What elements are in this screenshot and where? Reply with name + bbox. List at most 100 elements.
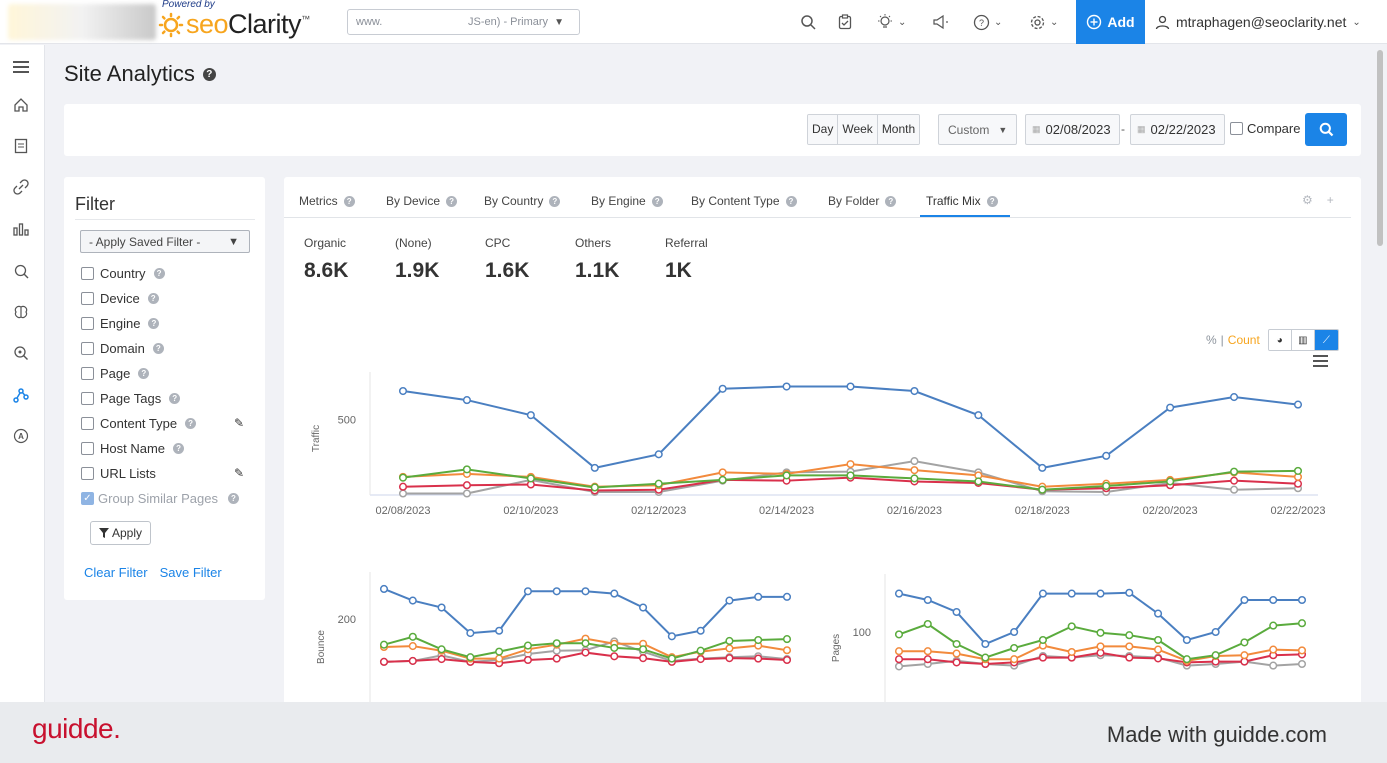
clear-filter-link[interactable]: Clear Filter	[84, 565, 148, 580]
data-point-organic	[437, 603, 446, 612]
filter-item-url-lists[interactable]: URL Lists	[81, 466, 156, 481]
checkbox[interactable]	[81, 267, 94, 280]
tab-metrics[interactable]: Metrics?	[299, 194, 355, 208]
tab-by-content-type[interactable]: By Content Type?	[691, 194, 797, 208]
data-point-cpc	[610, 643, 619, 652]
granularity-month[interactable]: Month	[877, 115, 920, 144]
help-icon[interactable]: ?	[785, 195, 797, 207]
filter-item-device[interactable]: Device?	[81, 291, 159, 306]
help-icon[interactable]: ?	[651, 195, 663, 207]
range-type-select[interactable]: Custom ▼	[938, 114, 1017, 145]
compare-checkbox[interactable]	[1230, 122, 1243, 135]
seoclarity-logo[interactable]: seo Clarity ™	[158, 9, 310, 40]
analytics-nodes-icon[interactable]	[10, 384, 32, 406]
help-icon[interactable]: ? ⌄	[973, 10, 1002, 34]
checkbox[interactable]	[81, 292, 94, 305]
tab-by-folder[interactable]: By Folder?	[828, 194, 897, 208]
search-button[interactable]	[1305, 113, 1347, 146]
filter-item-host-name[interactable]: Host Name?	[81, 441, 185, 456]
save-filter-link[interactable]: Save Filter	[159, 565, 222, 580]
edit-pencil-icon[interactable]: ✎	[234, 416, 245, 430]
edit-pencil-icon[interactable]: ✎	[234, 466, 245, 480]
data-point-none	[1269, 645, 1278, 654]
clipboard-icon[interactable]	[837, 10, 853, 34]
metric-value: 1.9K	[395, 259, 440, 282]
granularity-week[interactable]: Week	[838, 115, 878, 144]
filter-item-content-type[interactable]: Content Type?	[81, 416, 197, 431]
help-icon[interactable]: ?	[549, 195, 561, 207]
help-icon[interactable]: ?	[446, 195, 458, 207]
gear-icon[interactable]: ⌄	[1029, 10, 1058, 34]
help-icon[interactable]: ?	[173, 443, 185, 454]
granularity-day[interactable]: Day	[808, 115, 839, 144]
checkbox[interactable]	[81, 317, 94, 330]
page-scrollbar[interactable]	[1377, 50, 1383, 246]
tab-by-country[interactable]: By Country?	[484, 194, 561, 208]
compare-toggle[interactable]: Compare	[1230, 121, 1300, 136]
domain-selector[interactable]: www. JS-en) - Primary ▼	[347, 9, 580, 35]
bar-chart-icon[interactable]: ▥	[1291, 330, 1315, 350]
ai-badge-icon[interactable]: A	[10, 425, 32, 447]
percent-toggle[interactable]: %	[1206, 333, 1217, 347]
help-icon[interactable]: ?	[343, 195, 355, 207]
filter-item-page-tags[interactable]: Page Tags?	[81, 391, 181, 406]
data-point-organic	[1297, 595, 1307, 605]
search-settings-icon[interactable]	[10, 342, 32, 364]
document-icon[interactable]	[10, 135, 32, 157]
start-date-input[interactable]: ▦ 02/08/2023	[1025, 114, 1120, 145]
tab-traffic-mix[interactable]: Traffic Mix?	[926, 194, 998, 208]
help-icon[interactable]: ?	[153, 268, 165, 279]
help-icon[interactable]: ?	[152, 343, 164, 354]
add-button[interactable]: Add	[1076, 0, 1145, 44]
saved-filter-select[interactable]: - Apply Saved Filter - ▼	[80, 230, 250, 253]
help-icon[interactable]: ?	[169, 393, 181, 404]
help-icon[interactable]: ?	[202, 67, 216, 81]
link-icon[interactable]	[10, 176, 32, 198]
data-point-organic	[408, 596, 417, 605]
checkbox[interactable]	[81, 392, 94, 405]
search-icon[interactable]	[800, 10, 816, 34]
apply-filter-button[interactable]: Apply	[90, 521, 151, 545]
gear-icon[interactable]: ⚙	[1302, 193, 1313, 207]
plus-icon[interactable]: +	[1326, 193, 1334, 207]
filter-item-page[interactable]: Page?	[81, 366, 150, 381]
home-icon[interactable]	[10, 94, 32, 116]
data-point-organic	[981, 639, 990, 649]
data-point-cpc	[725, 636, 734, 646]
help-icon[interactable]: ?	[138, 368, 150, 379]
search-icon[interactable]	[10, 260, 32, 282]
tab-by-device[interactable]: By Device?	[386, 194, 458, 208]
compare-label: Compare	[1247, 121, 1301, 136]
data-point-organic	[552, 587, 561, 596]
help-icon[interactable]: ?	[147, 293, 159, 304]
lightbulb-icon[interactable]: ⌄	[876, 10, 906, 34]
checkbox[interactable]	[81, 417, 94, 430]
brain-icon[interactable]	[10, 301, 32, 323]
checkbox[interactable]	[81, 467, 94, 480]
filter-links: Clear Filter Save Filter	[84, 565, 222, 580]
megaphone-icon[interactable]	[932, 10, 950, 34]
traffic-line-chart: 500 Traffic 02/08/2023 02/10/2023 02/12/2023…	[311, 372, 1326, 517]
data-point-organic	[1211, 627, 1220, 637]
checkbox[interactable]	[81, 442, 94, 455]
data-point-none	[1010, 655, 1019, 664]
menu-icon[interactable]	[10, 56, 32, 78]
checkbox[interactable]	[81, 342, 94, 355]
help-icon[interactable]: ?	[986, 195, 998, 207]
filter-item-domain[interactable]: Domain?	[81, 341, 164, 356]
help-icon[interactable]: ?	[885, 195, 897, 207]
tab-by-engine[interactable]: By Engine?	[591, 194, 663, 208]
bar-chart-icon[interactable]	[10, 218, 32, 240]
line-chart-icon[interactable]: ⟋	[1314, 330, 1338, 350]
help-icon[interactable]: ?	[148, 318, 160, 329]
filter-item-country[interactable]: Country?	[81, 266, 165, 281]
help-icon[interactable]: ?	[185, 418, 197, 429]
filter-item-engine[interactable]: Engine?	[81, 316, 160, 331]
user-menu[interactable]: mtraphagen@seoclarity.net ⌄	[1155, 0, 1361, 44]
checkbox[interactable]	[81, 367, 94, 380]
end-date-input[interactable]: ▦ 02/22/2023	[1130, 114, 1225, 145]
chart-menu-icon[interactable]	[1313, 355, 1328, 370]
pie-chart-icon[interactable]: ◕	[1268, 330, 1292, 350]
count-toggle[interactable]: Count	[1227, 333, 1260, 347]
help-icon[interactable]: ?	[227, 493, 239, 504]
